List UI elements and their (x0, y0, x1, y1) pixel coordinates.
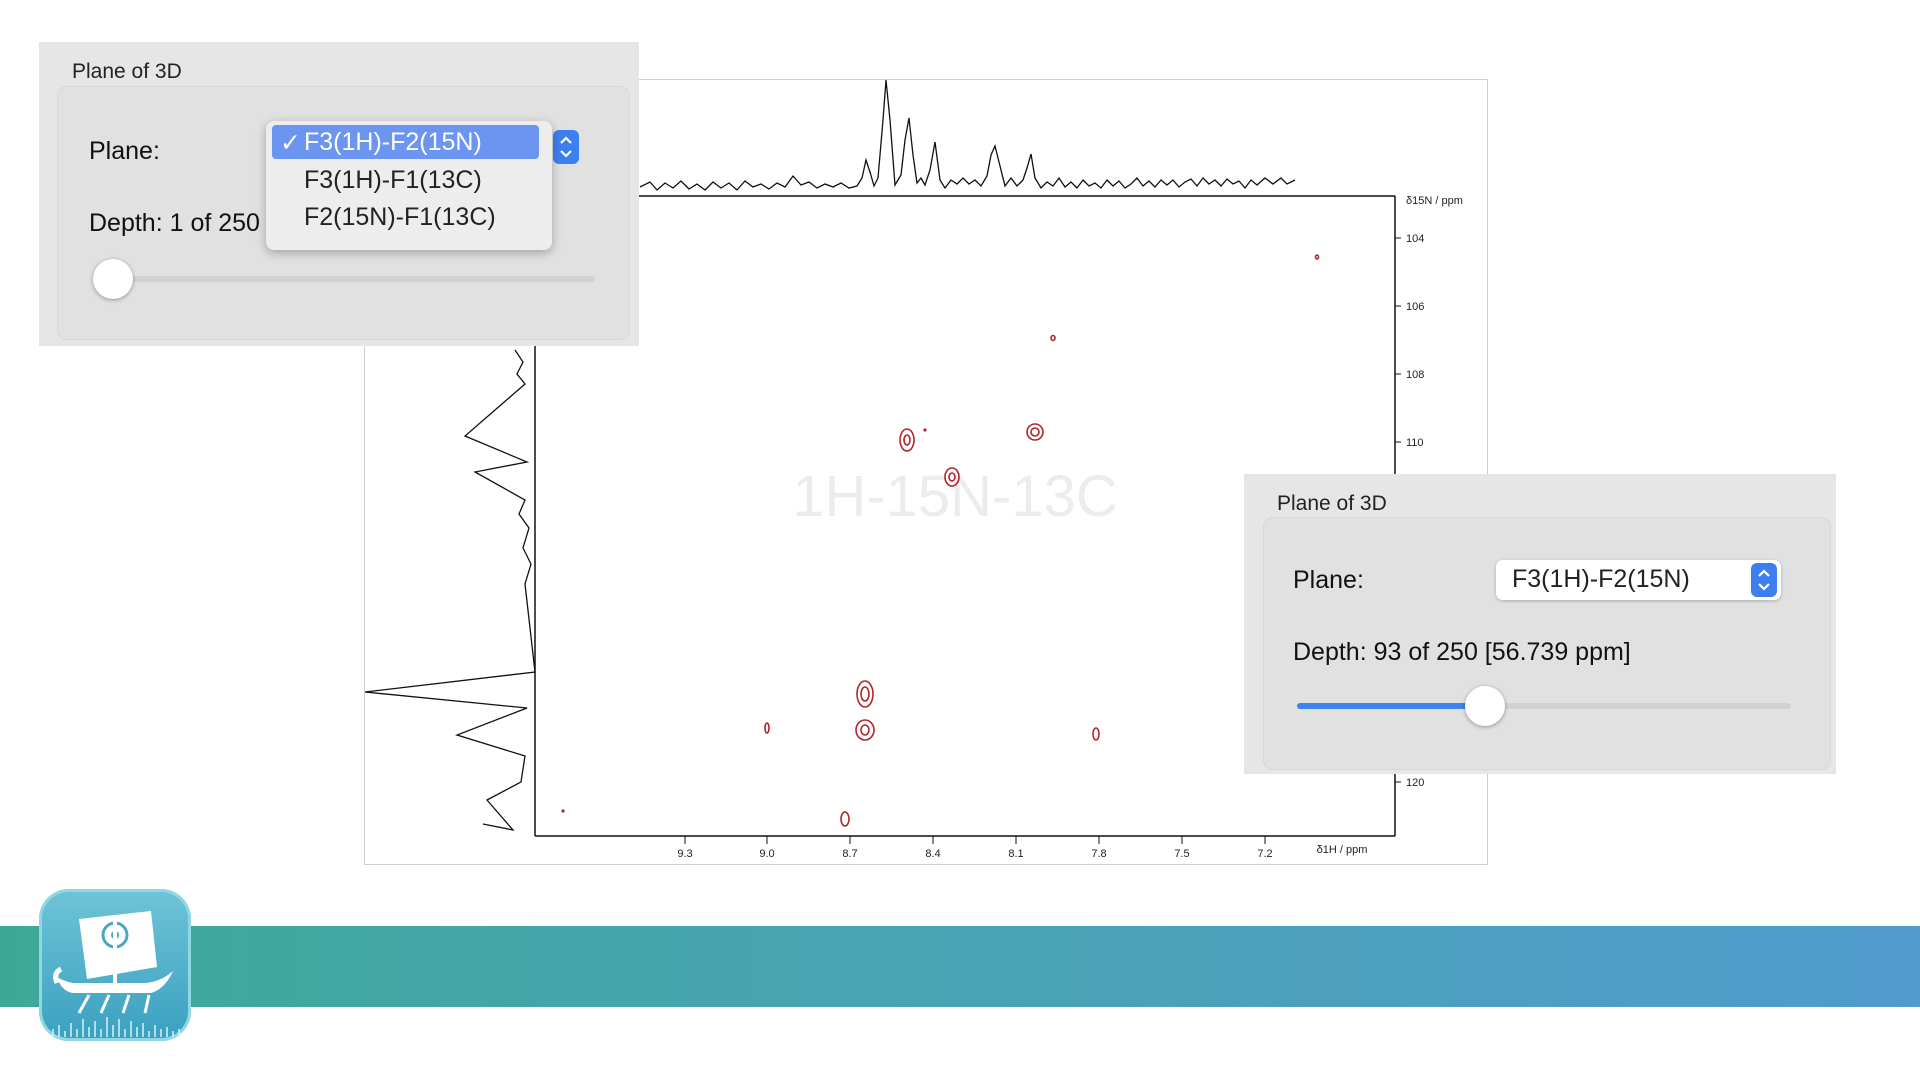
checkmark-icon: ✓ (280, 129, 301, 157)
menu-item-f3h-f1c[interactable]: F3(1H)-F1(13C) (272, 163, 539, 197)
contour-peak (899, 428, 915, 452)
contour-peak (1050, 334, 1056, 342)
x-tick-label: 8.7 (842, 848, 857, 860)
panel-group-box (1263, 517, 1831, 770)
left-projection-trace (365, 349, 536, 832)
plane-dropdown-menu[interactable]: ✓ F3(1H)-F2(15N) F3(1H)-F1(13C) F2(15N)-… (266, 121, 552, 250)
nucleus-watermark: 1H-15N-13C (792, 464, 1118, 529)
x-tick-label: 9.3 (677, 848, 692, 860)
y-tick-label: 106 (1406, 301, 1424, 313)
contour-peak (1026, 423, 1044, 441)
plane-label: Plane: (89, 137, 160, 165)
top-projection-trace (639, 80, 1296, 191)
contour-peak (1314, 254, 1320, 260)
depth-slider-fill (1297, 703, 1481, 709)
plane-label: Plane: (1293, 566, 1364, 594)
contour-peak (855, 719, 875, 741)
up-down-chevron-icon[interactable] (553, 130, 579, 164)
contour-peak (860, 724, 870, 736)
y-axis-label: δ15N / ppm (1406, 195, 1463, 207)
menu-item-f2n-f1c[interactable]: F2(15N)-F1(13C) (272, 200, 539, 234)
contour-peak (948, 472, 956, 482)
x-tick-label: 7.8 (1091, 848, 1106, 860)
plane-select[interactable]: F3(1H)-F2(15N) (1496, 560, 1781, 600)
contour-peak (860, 686, 870, 702)
x-tick-label: 7.5 (1174, 848, 1189, 860)
contour-peak (944, 467, 960, 487)
contour-peaks (561, 254, 1320, 827)
x-tick-label: 8.1 (1008, 848, 1023, 860)
y-tick-label: 110 (1406, 437, 1424, 449)
x-tick-label: 9.0 (759, 848, 774, 860)
up-down-chevron-icon[interactable] (1751, 563, 1777, 597)
plane-of-3d-panel: Plane of 3D Plane: Depth: 1 of 250 ✓ F3(… (39, 42, 639, 346)
menu-item-label: F2(15N)-F1(13C) (304, 203, 496, 231)
spectrum-plot[interactable]: 9.3 9.0 8.7 8.4 8.1 7.8 7.5 7.2 δ1H / pp… (365, 80, 1487, 864)
menu-item-label: F3(1H)-F1(13C) (304, 166, 482, 194)
panel-title: Plane of 3D (72, 60, 182, 83)
panel-title: Plane of 3D (1277, 492, 1387, 515)
x-tick-label: 7.2 (1257, 848, 1272, 860)
contour-peak (561, 809, 565, 813)
x-axis-label: δ1H / ppm (1317, 844, 1368, 856)
y-tick-label: 108 (1406, 369, 1424, 381)
depth-slider-knob[interactable] (93, 259, 133, 299)
contour-peak (856, 680, 874, 708)
viking-ship-icon (39, 889, 191, 1041)
contour-peak (1030, 427, 1040, 437)
menu-item-label: F3(1H)-F2(15N) (304, 128, 482, 156)
depth-slider[interactable] (113, 276, 595, 282)
menu-item-f3h-f2n[interactable]: ✓ F3(1H)-F2(15N) (272, 125, 539, 159)
x-tick-label: 8.4 (925, 848, 940, 860)
plane-of-3d-panel: Plane of 3D Plane: F3(1H)-F2(15N) Depth:… (1244, 474, 1836, 774)
brand-banner (0, 926, 1920, 1007)
contour-peak (840, 811, 850, 827)
contour-peak (764, 722, 770, 734)
depth-slider[interactable] (1297, 703, 1791, 709)
y-tick-label: 120 (1406, 777, 1424, 789)
depth-label: Depth: 1 of 250 (89, 209, 260, 237)
contour-peak (903, 434, 911, 446)
y-tick-label: 104 (1406, 233, 1424, 245)
depth-label: Depth: 93 of 250 [56.739 ppm] (1293, 638, 1631, 666)
plane-select-value: F3(1H)-F2(15N) (1512, 565, 1690, 593)
contour-peak (1092, 727, 1100, 741)
depth-slider-knob[interactable] (1465, 686, 1505, 726)
contour-peak (923, 428, 927, 432)
